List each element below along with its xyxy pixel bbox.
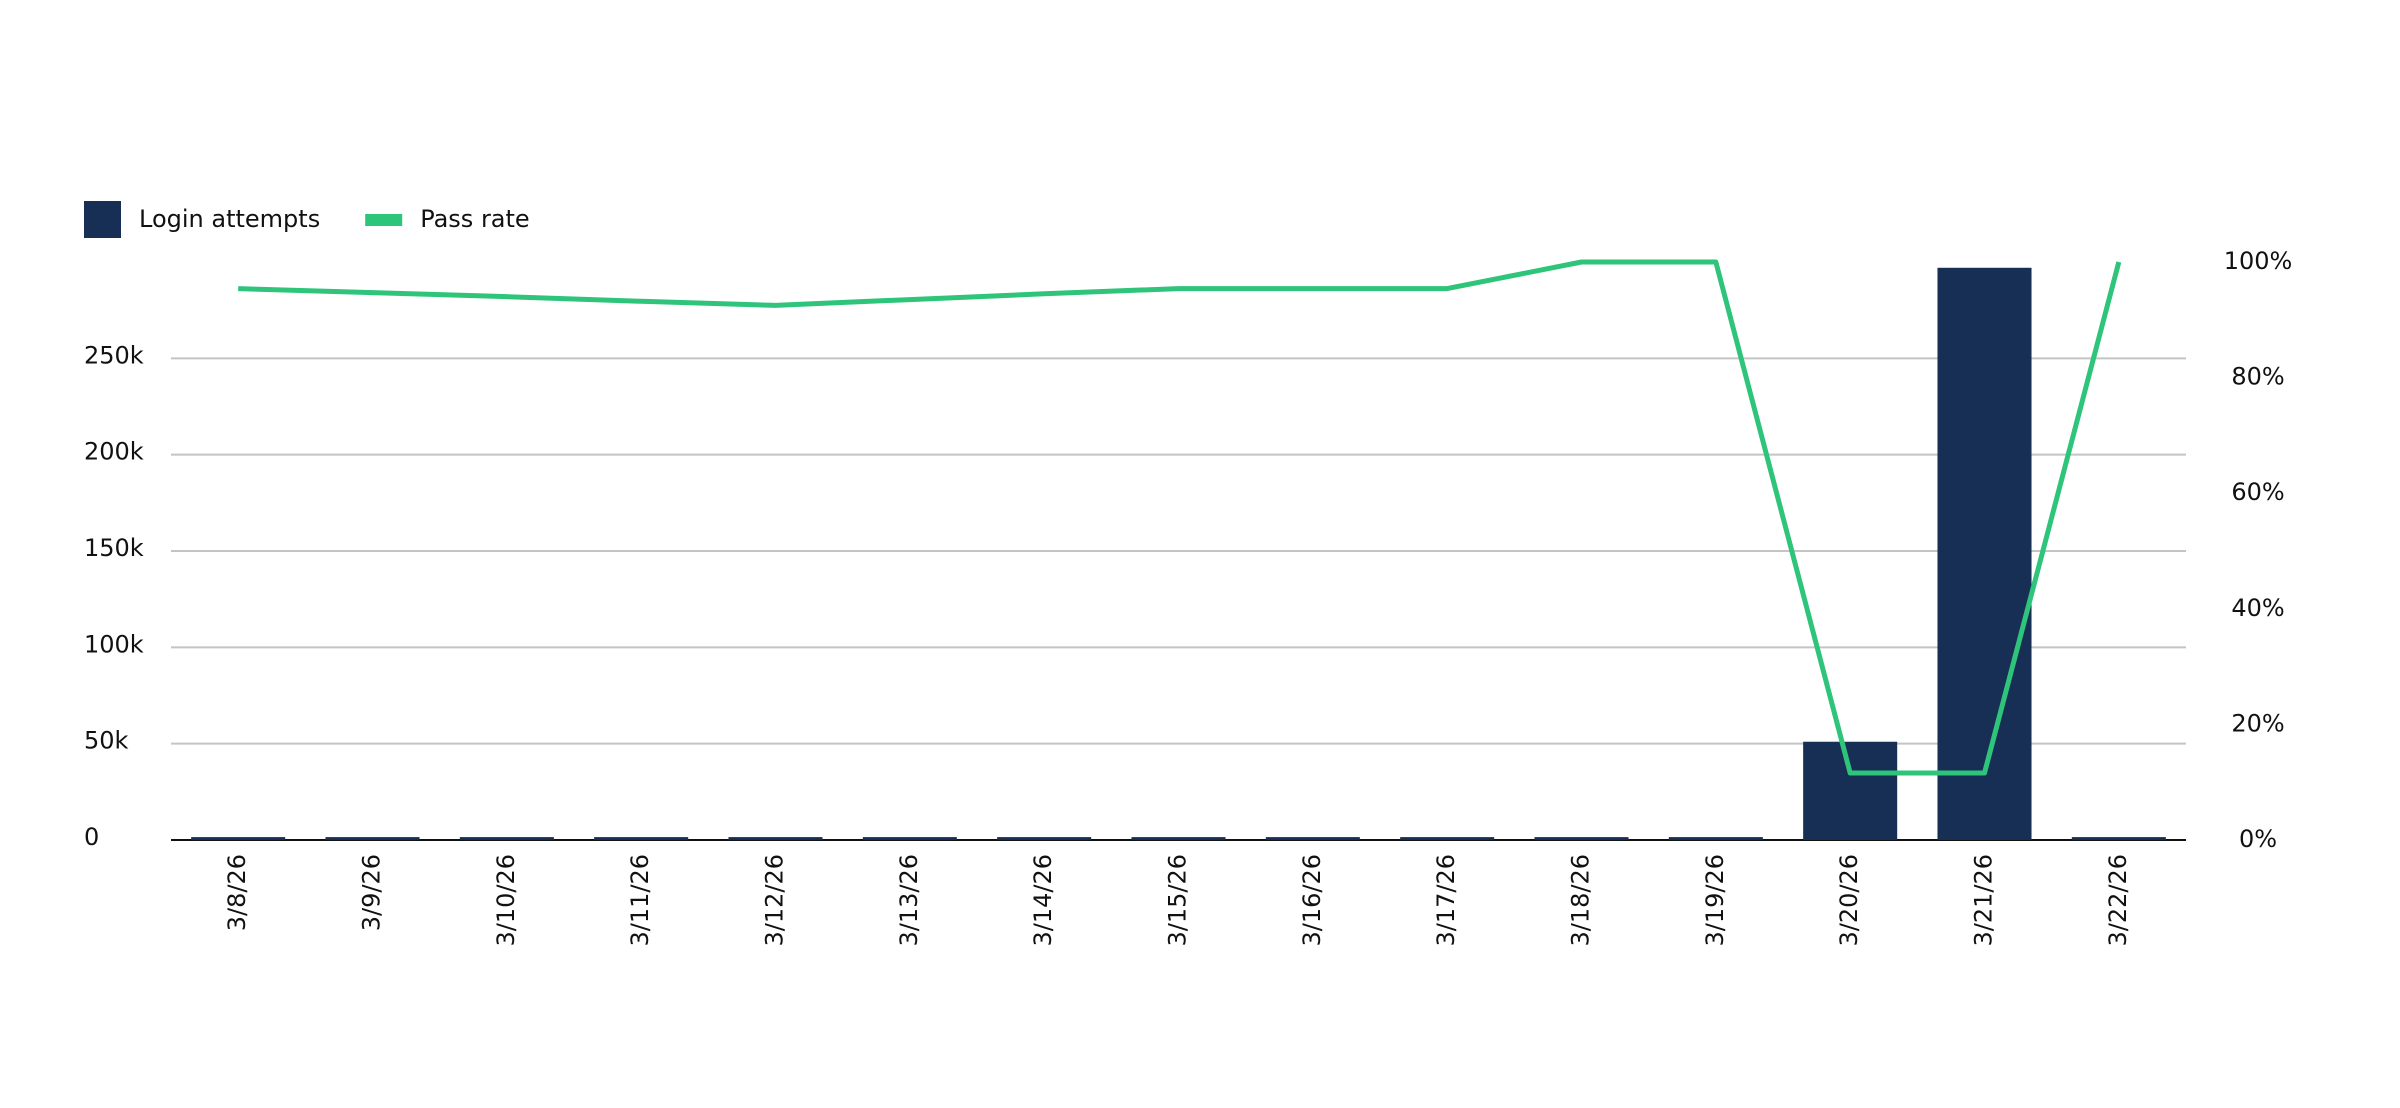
line bbox=[238, 259, 2122, 776]
bar bbox=[1937, 267, 2032, 840]
y2-tick-label: 60% bbox=[2231, 478, 2284, 506]
x-tick-label: 3/12/26 bbox=[761, 854, 789, 947]
x-tick-label: 3/9/26 bbox=[358, 854, 386, 931]
bar bbox=[459, 837, 554, 841]
bar bbox=[594, 837, 689, 841]
x-tick-label: 3/16/26 bbox=[1298, 854, 1326, 947]
bar bbox=[1803, 741, 1898, 840]
bar bbox=[997, 837, 1092, 841]
bar bbox=[1534, 837, 1629, 841]
y2-tick-label: 40% bbox=[2231, 594, 2284, 622]
y-tick-label: 0 bbox=[84, 823, 99, 851]
x-tick-label: 3/10/26 bbox=[492, 854, 520, 947]
x-tick-label: 3/19/26 bbox=[1701, 854, 1729, 947]
legend-swatch bbox=[365, 214, 403, 226]
x-tick-label: 3/21/26 bbox=[1970, 854, 1998, 947]
y2-tick-label: 100% bbox=[2224, 247, 2293, 275]
x-tick-label: 3/20/26 bbox=[1835, 854, 1863, 947]
legend-swatch bbox=[84, 201, 121, 238]
x-tick-label: 3/15/26 bbox=[1164, 854, 1192, 947]
y-tick-label: 250k bbox=[84, 341, 144, 369]
x-tick-label: 3/14/26 bbox=[1029, 854, 1057, 947]
y-tick-label: 50k bbox=[84, 727, 129, 755]
y2-tick-label: 80% bbox=[2231, 363, 2284, 391]
x-tick-label: 3/13/26 bbox=[895, 854, 923, 947]
bar bbox=[862, 837, 957, 841]
y2-tick-label: 0% bbox=[2239, 825, 2277, 853]
legend-label: Pass rate bbox=[420, 205, 530, 233]
x-tick-label: 3/8/26 bbox=[223, 854, 251, 931]
bar bbox=[191, 837, 286, 841]
x-tick-label: 3/17/26 bbox=[1432, 854, 1460, 947]
legend-label: Login attempts bbox=[139, 205, 320, 233]
bar bbox=[1131, 837, 1226, 841]
y-tick-label: 100k bbox=[84, 630, 144, 658]
bar bbox=[1400, 837, 1495, 841]
x-tick-label: 3/11/26 bbox=[626, 854, 654, 947]
x-tick-label: 3/22/26 bbox=[2104, 854, 2132, 947]
bar bbox=[2071, 837, 2166, 841]
bar bbox=[728, 837, 823, 841]
y-tick-label: 200k bbox=[84, 438, 144, 466]
bar bbox=[325, 837, 420, 841]
bar bbox=[1668, 837, 1763, 841]
bar bbox=[1265, 837, 1360, 841]
y-tick-label: 150k bbox=[84, 534, 144, 562]
x-tick-label: 3/18/26 bbox=[1567, 854, 1595, 947]
y2-tick-label: 20% bbox=[2231, 709, 2284, 737]
